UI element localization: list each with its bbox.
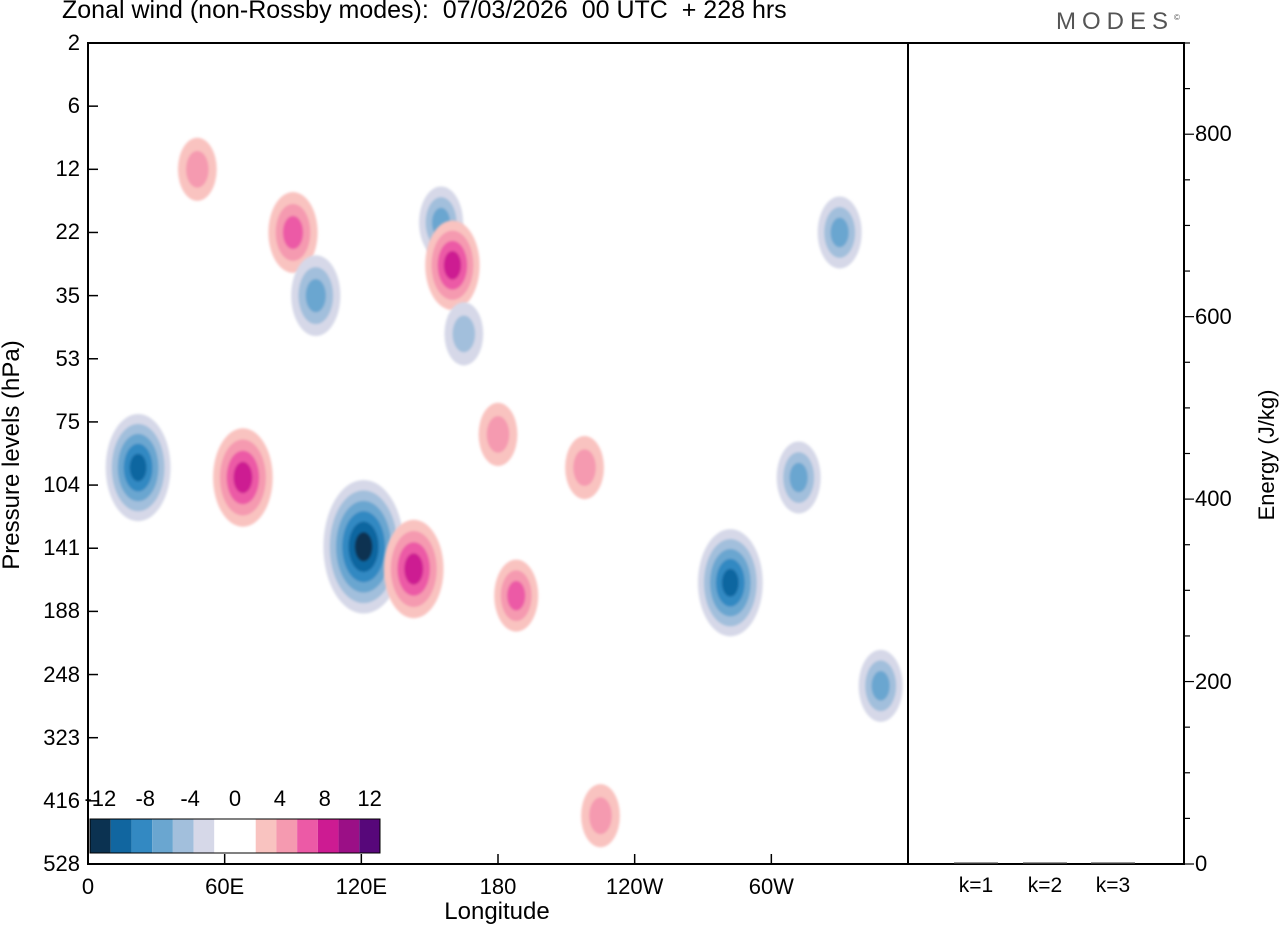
pressure-tick-label: 6 (67, 93, 80, 119)
colorbar-label: 4 (273, 786, 286, 811)
colorbar (89, 818, 381, 854)
axis-ticks (87, 42, 1194, 865)
pressure-tick-label: 35 (55, 282, 80, 308)
wind-anomaly-negative-9 (323, 479, 404, 614)
pressure-tick-label: 188 (43, 598, 80, 624)
wind-anomaly-positive-10 (383, 519, 444, 619)
colorbar-label: -12 (84, 786, 117, 811)
pressure-tick-label: 141 (43, 535, 80, 561)
k-wavenumber-label: k=2 (1027, 874, 1063, 897)
energy-bar-k=2 (1023, 862, 1067, 864)
k-wavenumber-label: k=1 (958, 874, 994, 897)
longitude-tick-label: 120E (335, 874, 388, 899)
colorbar-swatch (110, 819, 132, 853)
brand-mark: © (1174, 13, 1180, 22)
pressure-tick-label: 53 (55, 345, 80, 371)
colorbar-label: -8 (135, 786, 156, 811)
pressure-tick-label: 248 (43, 661, 80, 687)
wind-anomaly-negative-7 (105, 413, 171, 522)
colorbar-swatch (338, 819, 360, 853)
x-axis-label: Longitude (444, 898, 550, 925)
longitude-tick-label: 120W (605, 874, 664, 899)
energy-tick-label: 200 (1195, 668, 1232, 694)
energy-tick-label: 0 (1195, 851, 1208, 876)
wind-anomaly-negative-15 (858, 649, 903, 722)
energy-tick-label: 400 (1195, 486, 1232, 512)
pressure-tick-label: 416 (43, 787, 80, 813)
wind-anomaly-negative-2 (291, 255, 341, 337)
wind-anomaly-negative-17 (817, 196, 862, 269)
brand-name: MODES (1056, 8, 1175, 35)
colorbar-swatch (255, 819, 277, 853)
energy-bar-k=3 (1091, 862, 1135, 864)
energy-tick-label: 600 (1195, 303, 1232, 329)
colorbar-swatch (152, 819, 173, 853)
colorbar-label: 8 (318, 786, 331, 811)
colorbar-label: -4 (180, 786, 200, 811)
colorbar-swatch (297, 819, 318, 853)
pressure-tick-label: 104 (43, 472, 80, 498)
pressure-tick-label: 323 (43, 724, 80, 750)
energy-bar-k=1 (954, 862, 998, 864)
wind-anomaly-positive-8 (213, 428, 273, 527)
wind-anomaly-positive-16 (581, 784, 620, 848)
colorbar-swatch (193, 819, 215, 853)
chart-title: Zonal wind (non-Rossby modes): 07/03/202… (62, 0, 787, 24)
wind-anomaly-positive-6 (478, 402, 518, 466)
colorbar-swatch (276, 819, 298, 853)
wind-anomaly-negative-13 (697, 529, 763, 637)
wind-anomaly-positive-12 (565, 435, 604, 500)
wind-anomaly-positive-0 (177, 137, 217, 201)
colorbar-swatch (235, 819, 256, 853)
colorbar-swatch (214, 819, 235, 853)
modes-logo: MODES© (1056, 8, 1180, 36)
pressure-tick-label: 22 (55, 219, 80, 245)
wind-anomaly-positive-11 (494, 559, 539, 632)
colorbar-swatch (317, 819, 339, 853)
wind-anomaly-positive-1 (268, 192, 318, 273)
pressure-tick-label: 12 (55, 156, 80, 182)
wind-anomaly-negative-5 (444, 302, 484, 366)
energy-axis-label: Energy (J/kg) (1254, 389, 1279, 521)
pressure-tick-label: 75 (55, 408, 80, 434)
y-axis-label: Pressure levels (hPa) (0, 340, 25, 570)
colorbar-label: 0 (228, 786, 242, 811)
k-wavenumber-label: k=3 (1095, 874, 1131, 897)
wind-anomaly-negative-14 (776, 441, 821, 514)
wind-anomaly-positive-4 (425, 220, 480, 311)
colorbar-swatch (90, 819, 111, 853)
longitude-tick-label: 180 (479, 874, 517, 899)
pressure-tick-label: 528 (43, 851, 80, 876)
pressure-tick-label: 2 (67, 30, 80, 55)
longitude-tick-label: 0 (81, 874, 95, 899)
energy-bars (954, 862, 1135, 864)
longitude-tick-label: 60W (748, 874, 794, 899)
colorbar-label: 12 (357, 786, 382, 811)
longitude-tick-label: 60E (205, 874, 245, 899)
energy-panel-frame (907, 42, 1185, 865)
colorbar-swatch (172, 819, 194, 853)
heatmap-field (105, 137, 903, 848)
colorbar-swatch (131, 819, 153, 853)
colorbar-swatch (359, 819, 380, 853)
energy-tick-label: 800 (1195, 121, 1232, 147)
